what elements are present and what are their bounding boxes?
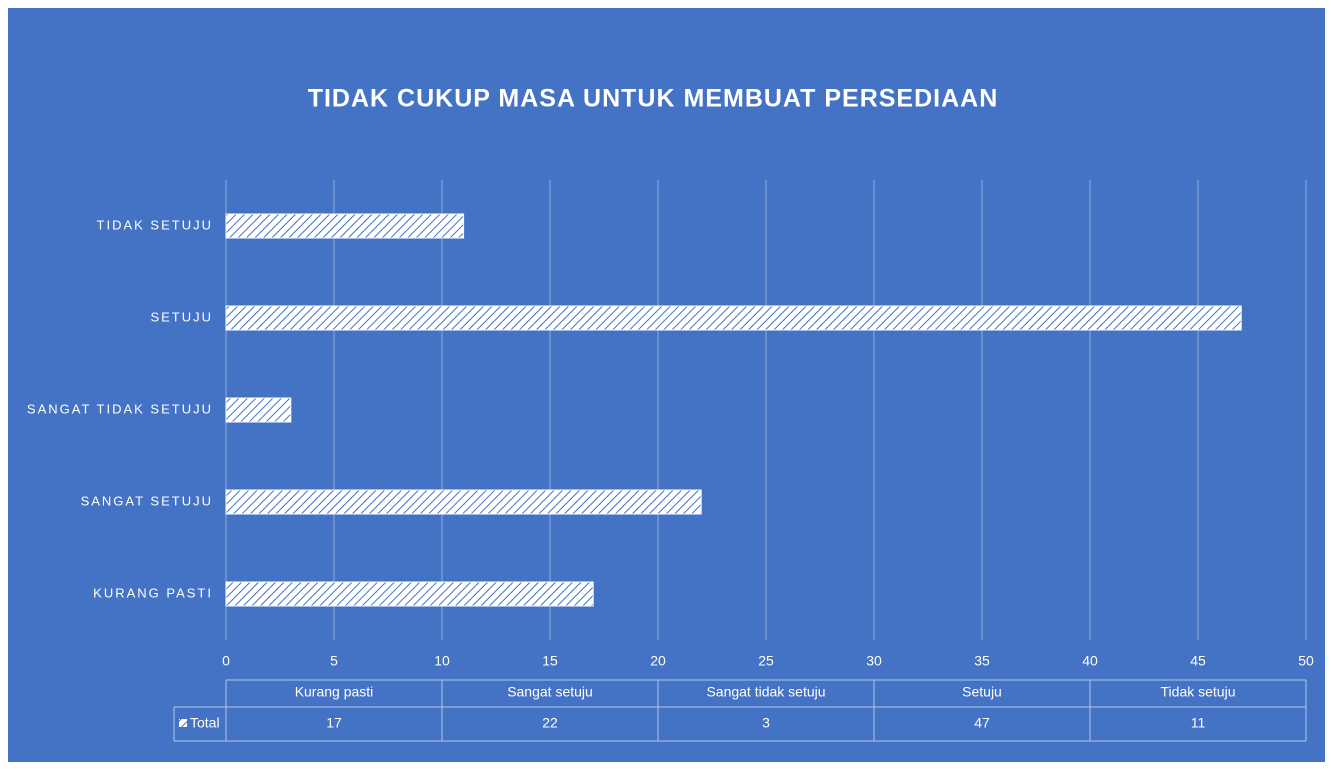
x-tick-label: 10: [434, 653, 450, 669]
y-tick-label: Kurang pasti: [93, 585, 213, 600]
table-value: 22: [542, 715, 558, 731]
y-tick-label: Sangat tidak setuju: [27, 401, 213, 416]
y-tick-label: Setuju: [150, 309, 213, 324]
x-tick-label: 25: [758, 653, 774, 669]
table-header: Sangat tidak setuju: [706, 684, 825, 700]
x-tick-label: 20: [650, 653, 666, 669]
table-header: Kurang pasti: [295, 684, 374, 700]
x-tick-label: 15: [542, 653, 558, 669]
legend-label: Total: [190, 715, 220, 731]
table-header: Tidak setuju: [1161, 684, 1236, 700]
table-header: Setuju: [962, 684, 1002, 700]
table-value: 17: [326, 715, 342, 731]
y-tick-label: Tidak setuju: [97, 217, 213, 232]
x-tick-label: 0: [222, 653, 230, 669]
table-value: 47: [974, 715, 990, 731]
x-tick-label: 5: [330, 653, 338, 669]
x-tick-label: 45: [1190, 653, 1206, 669]
x-tick-label: 50: [1298, 653, 1314, 669]
bar: [225, 489, 702, 515]
bar: [225, 581, 594, 607]
bar: [225, 305, 1242, 331]
bar: [225, 397, 292, 423]
bar: [225, 213, 465, 239]
y-tick-label: Sangat setuju: [81, 493, 213, 508]
legend-key: [179, 719, 187, 727]
table-value: 3: [762, 715, 770, 731]
chart-background: [8, 8, 1325, 762]
x-tick-label: 30: [866, 653, 882, 669]
table-header: Sangat setuju: [507, 684, 593, 700]
x-tick-label: 35: [974, 653, 990, 669]
chart-title: TIDAK CUKUP MASA UNTUK MEMBUAT PERSEDIAA…: [308, 85, 999, 113]
table-value: 11: [1191, 715, 1206, 731]
x-tick-label: 40: [1082, 653, 1098, 669]
